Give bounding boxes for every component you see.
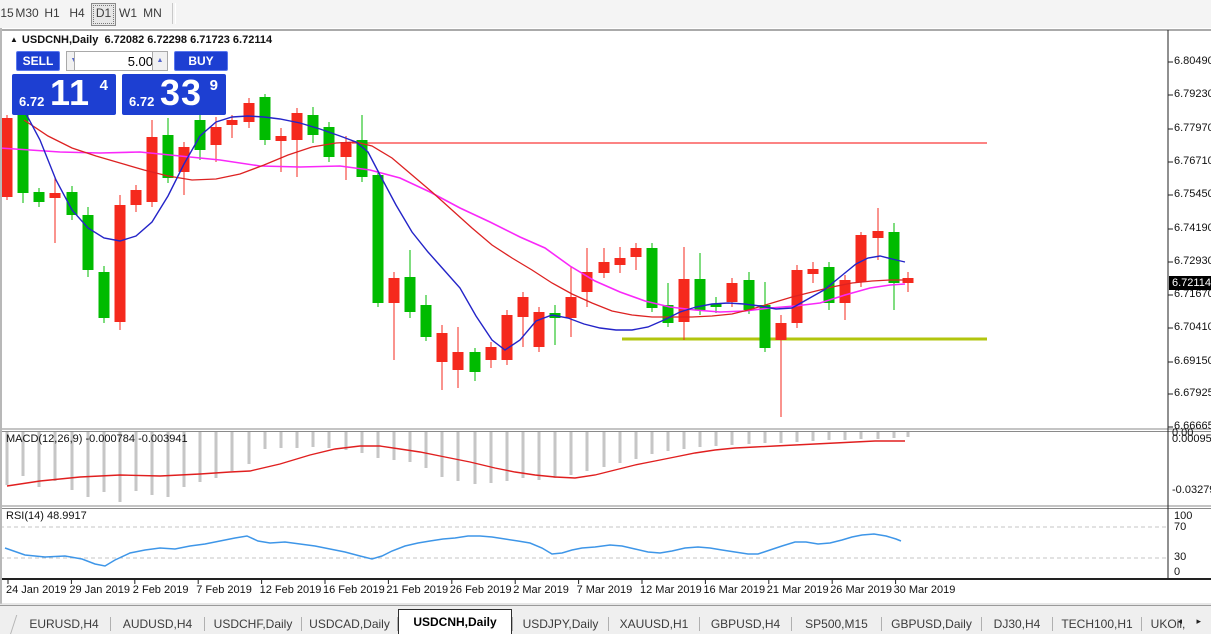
tab-scroll-arrows-icon[interactable]: ◂ ▸	[1177, 616, 1207, 626]
price-tick: 6.77970	[1174, 122, 1211, 134]
tab-separator	[699, 617, 700, 631]
date-tick: 16 Mar 2019	[703, 584, 766, 596]
timeframe-button-W1[interactable]: W1	[119, 6, 137, 20]
price-tick: 6.70410	[1174, 321, 1211, 333]
chart-tab-gbpusd-h4[interactable]: GBPUSD,H4	[710, 617, 781, 631]
buy-price-box[interactable]: 6.72 33 9	[122, 72, 226, 115]
chart-tab-sp500-m15[interactable]: SP500,M15	[805, 617, 868, 631]
sell-price-pip: 4	[99, 77, 108, 94]
price-tick: 6.69150	[1174, 355, 1211, 367]
volume-up-button[interactable]: ▲	[152, 51, 168, 71]
rsi-axis-label: 100	[1174, 510, 1193, 522]
chart-tab-usdcnh-daily[interactable]: USDCNH,Daily	[398, 609, 512, 634]
price-tick: 6.75450	[1174, 188, 1211, 200]
price-tick: 6.80490	[1174, 55, 1211, 67]
buy-price-prefix: 6.72	[129, 94, 155, 109]
tab-separator	[301, 617, 302, 631]
sell-price-main: 11	[50, 72, 91, 113]
price-tick: 6.71670	[1174, 288, 1211, 300]
price-tick: 6.66665	[1174, 420, 1211, 432]
date-tick: 12 Mar 2019	[640, 584, 702, 596]
price-tick: 6.67925	[1174, 387, 1211, 399]
price-tick: 6.76710	[1174, 155, 1211, 167]
sell-button[interactable]: SELL	[16, 51, 60, 71]
date-tick: 21 Mar 2019	[766, 584, 829, 596]
timeframe-toolbar: 15 M30 H1 H4 D1 W1 MN	[0, 0, 1211, 29]
chart-tab-usdchf-daily[interactable]: USDCHF,Daily	[213, 617, 293, 631]
price-tick: 6.79230	[1174, 88, 1211, 100]
date-tick: 26 Feb 2019	[449, 584, 512, 596]
volume-input[interactable]	[74, 51, 160, 71]
tab-separator	[512, 617, 513, 631]
date-tick: 16 Feb 2019	[323, 584, 385, 596]
tab-separator	[881, 617, 882, 631]
macd-axis-label: -0.032793	[1172, 484, 1211, 496]
date-tick: 12 Feb 2019	[259, 584, 322, 596]
symbol-label: USDCNH,Daily	[21, 34, 99, 46]
date-tick: 24 Jan 2019	[6, 584, 67, 596]
tab-separator	[397, 617, 398, 631]
chart-tab-xauusd-h1[interactable]: XAUUSD,H1	[619, 617, 689, 631]
chart-tab-tech100-h1[interactable]: TECH100,H1	[1061, 617, 1133, 631]
rsi-axis-label: 0	[1174, 566, 1181, 578]
timeframe-button-D1[interactable]: D1	[91, 3, 116, 26]
date-tick: 7 Mar 2019	[576, 584, 633, 596]
collapse-triangle-icon[interactable]: ▲	[10, 35, 18, 44]
chart-tab-audusd-h4[interactable]: AUDUSD,H4	[122, 617, 193, 631]
timeframe-button-MN[interactable]: MN	[143, 6, 162, 20]
date-tick: 7 Feb 2019	[196, 584, 252, 596]
price-tick: 6.74190	[1174, 222, 1211, 234]
chart-tab-ukoil-[interactable]: UKOil,	[1150, 617, 1186, 631]
chart-tab-bar: EURUSD,H4 AUDUSD,H4 USDCHF,Daily USDCAD,Dai…	[0, 605, 1211, 634]
tab-separator	[1141, 617, 1142, 631]
ohlc-values: 6.72082 6.72298 6.71723 6.72114	[104, 34, 273, 46]
date-tick: 2 Mar 2019	[513, 584, 569, 596]
date-tick: 26 Mar 2019	[830, 584, 892, 596]
timeframe-button-15[interactable]: 15	[0, 6, 14, 20]
macd-axis-label: 0.000953	[1172, 433, 1211, 445]
tab-separator	[791, 617, 792, 631]
tab-separator	[204, 617, 205, 631]
tab-stub	[0, 615, 18, 634]
toolbar-separator	[172, 3, 176, 24]
tab-separator	[608, 617, 609, 631]
rsi-header: RSI(14) 48.9917	[6, 510, 87, 522]
current-price-badge: 6.72114	[1169, 276, 1211, 290]
one-click-trade-panel: SELL ▼ ▲ BUY 6.72 11 4 6.72 33 9	[10, 51, 229, 115]
chart-tab-dj30-h4[interactable]: DJ30,H4	[993, 617, 1041, 631]
date-tick: 30 Mar 2019	[893, 584, 956, 596]
rsi-axis-label: 30	[1174, 551, 1187, 563]
date-tick: 29 Jan 2019	[69, 584, 130, 596]
chart-tab-gbpusd-daily[interactable]: GBPUSD,Daily	[891, 617, 972, 631]
macd-axis-label: 0.00	[1172, 427, 1194, 439]
sell-price-prefix: 6.72	[19, 94, 45, 109]
tab-separator	[981, 617, 982, 631]
tab-separator	[110, 617, 111, 631]
buy-button[interactable]: BUY	[174, 51, 228, 71]
timeframe-button-M30[interactable]: M30	[15, 6, 39, 20]
chart-tab-usdcad-daily[interactable]: USDCAD,Daily	[309, 617, 390, 631]
buy-price-main: 33	[160, 72, 203, 113]
macd-header: MACD(12,26,9) -0.000784 -0.003941	[6, 433, 188, 445]
buy-price-pip: 9	[209, 77, 218, 94]
chart-tab-eurusd-h4[interactable]: EURUSD,H4	[29, 617, 99, 631]
chart-title: ▲ USDCNH,Daily 6.72082 6.72298 6.71723 6.…	[10, 34, 272, 46]
chart-tab-usdjpy-daily[interactable]: USDJPY,Daily	[522, 617, 599, 631]
timeframe-button-H1[interactable]: H1	[44, 6, 60, 20]
timeframe-button-H4[interactable]: H4	[69, 6, 85, 20]
date-tick: 21 Feb 2019	[386, 584, 449, 596]
rsi-axis-label: 70	[1174, 521, 1187, 533]
sell-price-box[interactable]: 6.72 11 4	[12, 72, 116, 115]
price-tick: 6.72930	[1174, 255, 1211, 267]
tab-separator	[1052, 617, 1053, 631]
date-tick: 2 Feb 2019	[132, 584, 189, 596]
